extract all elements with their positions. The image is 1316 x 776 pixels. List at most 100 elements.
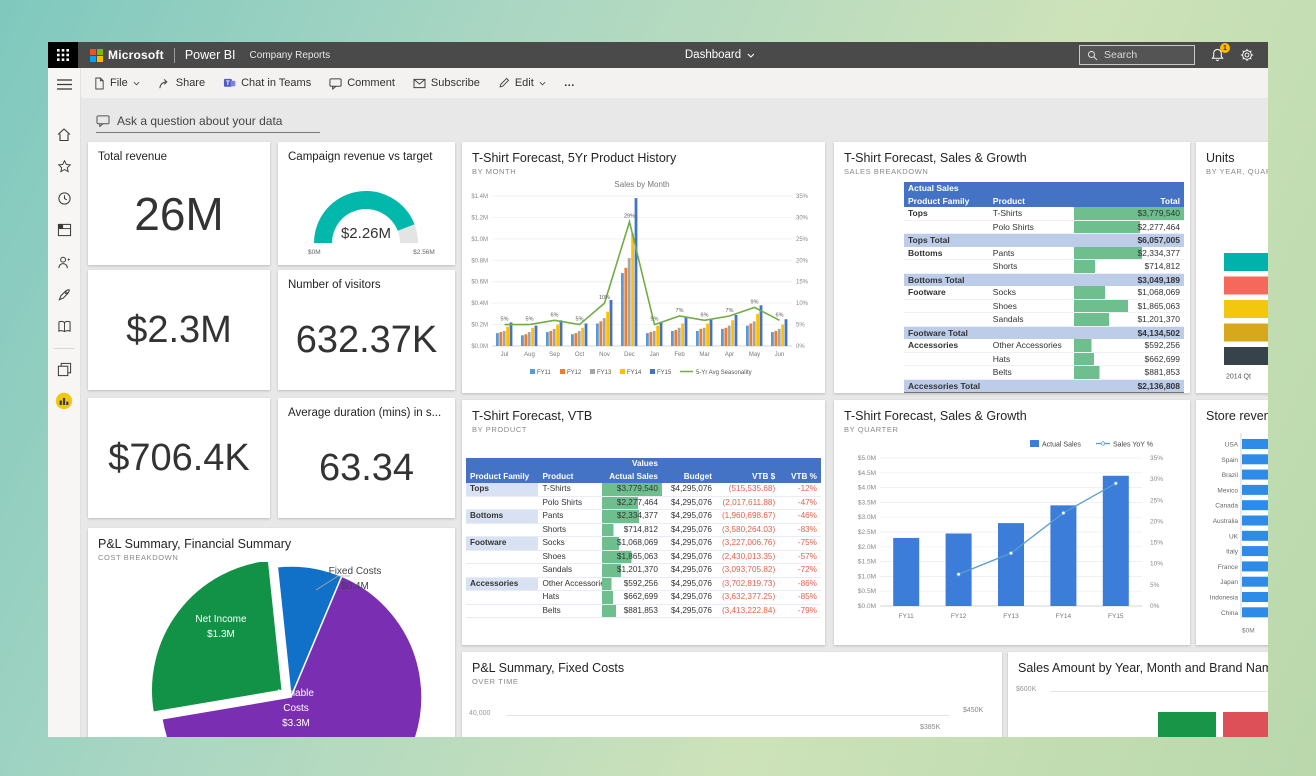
table-row: Footware Socks $1,068,069 $4,295,076 (3,227,… [466, 537, 821, 551]
svg-text:USA: USA [1225, 442, 1239, 449]
tile-store-revenue[interactable]: Store revenue USA Spain Brazil Mexico Canada… [1196, 400, 1268, 645]
tile-title: T-Shirt Forecast, 5Yr Product History [472, 151, 677, 165]
sidebar-item-current-dashboard[interactable] [48, 385, 80, 417]
tile-revenue-706k[interactable]: $706.4K [88, 398, 270, 518]
search-placeholder: Search [1104, 49, 1138, 61]
svg-text:Nov: Nov [599, 352, 610, 358]
svg-text:$2.5M: $2.5M [858, 529, 876, 536]
tile-5yr-product-history[interactable]: T-Shirt Forecast, 5Yr Product History BY… [462, 142, 825, 393]
more-icon: … [563, 77, 576, 89]
tile-units[interactable]: Units BY YEAR, QUART 2014 Qt [1196, 142, 1268, 393]
svg-text:$1.5M: $1.5M [858, 559, 876, 566]
svg-text:Feb: Feb [674, 352, 685, 358]
tile-title: Campaign revenue vs target [288, 151, 433, 163]
tile-vtb[interactable]: T-Shirt Forecast, VTB BY PRODUCT Values P… [462, 400, 825, 645]
tile-subtitle: BY QUARTER [844, 425, 899, 434]
svg-text:$0M: $0M [1242, 628, 1255, 635]
tile-title: T-Shirt Forecast, Sales & Growth [844, 151, 1027, 165]
svg-text:Dec: Dec [624, 352, 635, 358]
clock-icon [57, 191, 71, 205]
svg-text:Spain: Spain [1221, 457, 1238, 464]
dashboard-canvas: Ask a question about your data Total rev… [48, 42, 1268, 737]
comment-button[interactable]: Comment [329, 77, 395, 90]
file-menu-button[interactable]: File [94, 77, 140, 90]
settings-button[interactable] [1240, 48, 1254, 62]
sidebar-item-home[interactable] [48, 118, 80, 150]
dashboard-menu[interactable]: Dashboard [685, 49, 755, 61]
tile-campaign-gauge[interactable]: Campaign revenue vs target $2.26M $0M $2.5… [278, 142, 455, 265]
table-row: Hats $662,699 $4,295,076 (3,632,377.25) -85% [466, 591, 821, 605]
svg-text:$0.2M: $0.2M [471, 323, 488, 329]
share-button[interactable]: Share [158, 77, 205, 90]
workspaces-icon [57, 362, 71, 376]
tile-sales-growth-quarter[interactable]: T-Shirt Forecast, Sales & Growth BY QUAR… [834, 400, 1190, 645]
svg-text:5%: 5% [501, 317, 509, 323]
svg-text:5%: 5% [1150, 582, 1160, 589]
more-options-button[interactable]: … [564, 77, 576, 89]
top-nav-bar: Microsoft Power BI Company Reports Dashb… [48, 42, 1268, 68]
svg-text:Mar: Mar [699, 352, 709, 358]
ask-question-input[interactable]: Ask a question about your data [96, 110, 320, 133]
subscribe-button[interactable]: Subscribe [413, 77, 480, 89]
ask-question-placeholder: Ask a question about your data [117, 114, 283, 128]
sidebar-item-learn[interactable] [48, 310, 80, 342]
bell-icon [1211, 48, 1224, 61]
svg-text:Aug: Aug [524, 352, 535, 358]
tile-avg-duration[interactable]: Average duration (mins) in s... 63.34 [278, 398, 455, 518]
right-axis-tick: $450K [963, 707, 984, 714]
svg-text:$0.8M: $0.8M [471, 258, 488, 264]
svg-text:29%: 29% [624, 214, 635, 220]
svg-text:Australia: Australia [1213, 518, 1239, 525]
svg-text:$3.0M: $3.0M [858, 514, 876, 521]
svg-text:Italy: Italy [1226, 549, 1239, 556]
comment-label: Comment [347, 77, 395, 89]
svg-text:Sep: Sep [549, 352, 560, 358]
sidebar-item-favorites[interactable] [48, 150, 80, 182]
dashboard-active-icon [55, 392, 73, 410]
share-icon [159, 78, 168, 88]
sidebar-item-recent[interactable] [48, 182, 80, 214]
nav-menu-button[interactable] [48, 68, 80, 100]
search-icon [1087, 50, 1098, 60]
tile-pl-financial-summary[interactable]: P&L Summary, Financial Summary COST BREA… [88, 528, 455, 737]
tile-title: Units [1206, 151, 1235, 165]
svg-text:T: T [226, 80, 230, 87]
tile-sales-amount[interactable]: Sales Amount by Year, Month and Brand Na… [1008, 652, 1268, 737]
notifications-button[interactable]: 1 [1211, 43, 1230, 62]
powerbi-window: Microsoft Power BI Company Reports Dashb… [48, 42, 1268, 737]
tile-sales-breakdown[interactable]: T-Shirt Forecast, Sales & Growth SALES B… [834, 142, 1190, 393]
edit-button[interactable]: Edit [498, 77, 546, 89]
sidebar-item-follow[interactable] [48, 246, 80, 278]
chat-in-teams-button[interactable]: T Chat in Teams [223, 77, 311, 90]
sidebar-item-goals[interactable] [48, 278, 80, 310]
tile-revenue-2-3m[interactable]: $2.3M [88, 270, 270, 390]
svg-text:20%: 20% [1150, 518, 1163, 525]
svg-text:FY14: FY14 [627, 370, 642, 376]
sidebar-item-workspaces[interactable] [48, 353, 80, 385]
sidebar-item-create[interactable] [48, 214, 80, 246]
store-revenue-chart: USA Spain Brazil Mexico Canada Australia UK Ita… [1210, 433, 1268, 635]
svg-text:$2.0M: $2.0M [858, 544, 876, 551]
report-name: Company Reports [249, 49, 331, 61]
kpi-value: 26M [134, 188, 224, 240]
app-launcher-button[interactable] [48, 42, 78, 68]
tile-visitors[interactable]: Number of visitors 632.37K [278, 270, 455, 390]
svg-text:FY11: FY11 [537, 370, 552, 376]
search-input[interactable]: Search [1079, 45, 1195, 65]
tile-title: P&L Summary, Financial Summary [98, 537, 292, 551]
svg-text:35%: 35% [1150, 455, 1163, 462]
dashboard-menu-label: Dashboard [684, 49, 742, 61]
tile-pl-fixed-costs[interactable]: P&L Summary, Fixed Costs OVER TIME 40,00… [462, 652, 1002, 737]
tile-total-revenue[interactable]: Total revenue 26M [88, 142, 270, 265]
svg-text:$0.0M: $0.0M [858, 603, 876, 610]
svg-text:$2.56M: $2.56M [413, 249, 435, 256]
campaign-gauge-chart: $2.26M $0M $2.56M [308, 190, 435, 256]
chevron-down-icon [747, 53, 755, 58]
svg-text:5%: 5% [576, 317, 584, 323]
tile-title: Total revenue [98, 151, 168, 163]
svg-text:30%: 30% [796, 215, 809, 221]
svg-text:$1.3M: $1.3M [207, 629, 235, 640]
table-row: Bottoms Pants $2,334,377 $4,295,076 (1,960,6… [466, 510, 821, 524]
svg-text:$3.3M: $3.3M [282, 718, 310, 729]
file-menu-label: File [110, 77, 128, 89]
